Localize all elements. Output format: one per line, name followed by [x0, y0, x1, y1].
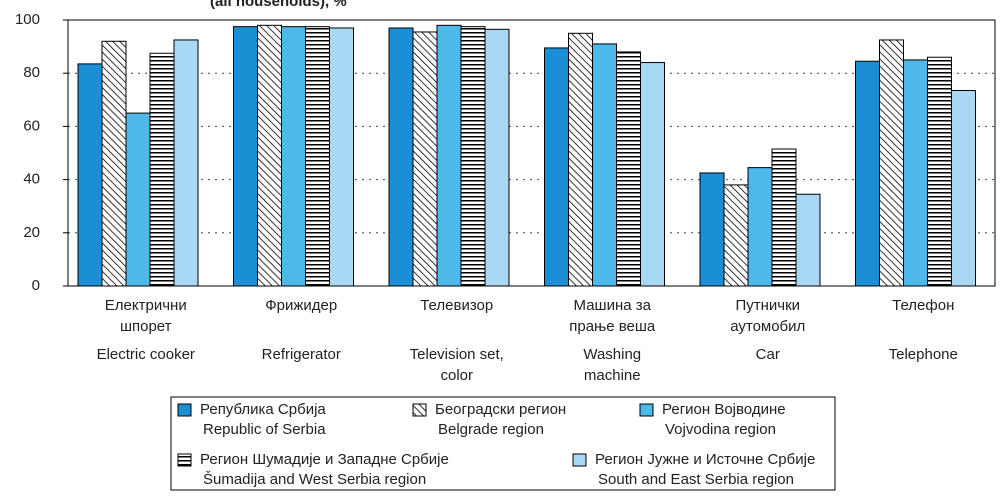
y-tick-label: 100 — [15, 11, 40, 28]
bar — [723, 184, 749, 287]
bar — [329, 27, 354, 287]
bar — [699, 172, 725, 287]
bar — [149, 52, 175, 287]
y-tick-label: 20 — [23, 224, 40, 241]
legend-label: Belgrade region — [438, 421, 544, 438]
bar — [544, 47, 569, 287]
bar — [592, 43, 617, 287]
bar — [436, 24, 462, 287]
bar — [101, 40, 127, 287]
legend-label: Vojvodina region — [665, 421, 776, 438]
y-tick-label: 40 — [23, 171, 40, 188]
x-tick-label-en: color — [440, 367, 473, 384]
bar — [233, 26, 258, 287]
legend-swatch — [572, 453, 587, 467]
x-tick-label: Телевизор — [420, 297, 493, 314]
bar — [460, 26, 486, 287]
y-tick-label: 0 — [32, 277, 40, 294]
x-tick-label-en: Electric cooker — [97, 346, 195, 363]
x-tick-label-en: Refrigerator — [262, 346, 341, 363]
legend-label: Регион Шумадије и Западне Србије — [200, 451, 449, 468]
legend-label: Регион Војводине — [662, 401, 786, 418]
x-tick-label: аутомобил — [730, 318, 805, 335]
bar — [281, 26, 306, 287]
bar — [125, 112, 151, 287]
plot-frame — [67, 19, 996, 287]
chart-subtitle: (all households), % — [210, 0, 347, 10]
bar — [305, 26, 330, 287]
x-tick-label: Фрижидер — [265, 297, 337, 314]
bar — [855, 60, 880, 287]
bar — [616, 51, 641, 287]
bar — [771, 148, 797, 287]
bar — [879, 39, 904, 287]
bar — [568, 32, 593, 287]
bar — [747, 167, 773, 287]
x-tick-label: Телефон — [892, 297, 954, 314]
bar — [412, 31, 438, 287]
legend-swatch — [177, 403, 192, 417]
bar — [640, 62, 665, 287]
legend-swatch — [177, 453, 192, 467]
bar — [77, 63, 103, 287]
x-tick-label: прање веша — [569, 318, 656, 335]
legend-label: Šumadija and West Serbia region — [203, 471, 426, 488]
bar — [795, 193, 821, 287]
y-tick-label: 60 — [23, 117, 40, 134]
x-tick-label: Електрични — [105, 297, 187, 314]
bar — [951, 89, 976, 287]
bar — [257, 24, 282, 287]
legend-label: Београдски регион — [435, 401, 566, 418]
bar — [173, 39, 199, 287]
legend-label: Република Србија — [200, 401, 326, 418]
legend-label: Регион Јужне и Источне Србије — [595, 451, 815, 468]
x-tick-label: шпорет — [120, 318, 172, 335]
x-tick-label-en: Television set, — [410, 346, 504, 363]
x-tick-label: Машина за — [574, 297, 652, 314]
bar — [388, 27, 414, 287]
y-tick-label: 80 — [23, 64, 40, 81]
bar — [903, 59, 928, 287]
x-tick-label-en: Washing — [583, 346, 641, 363]
legend-label: South and East Serbia region — [598, 471, 794, 488]
x-tick-label-en: Telephone — [889, 346, 958, 363]
legend-box — [170, 396, 836, 491]
x-tick-label-en: Car — [756, 346, 780, 363]
legend-label: Republic of Serbia — [203, 421, 326, 438]
bar — [484, 28, 510, 287]
x-tick-label-en: machine — [584, 367, 641, 384]
legend-swatch — [639, 403, 654, 417]
x-tick-label: Путнички — [735, 297, 800, 314]
bar — [927, 56, 952, 287]
legend-swatch — [412, 403, 427, 417]
